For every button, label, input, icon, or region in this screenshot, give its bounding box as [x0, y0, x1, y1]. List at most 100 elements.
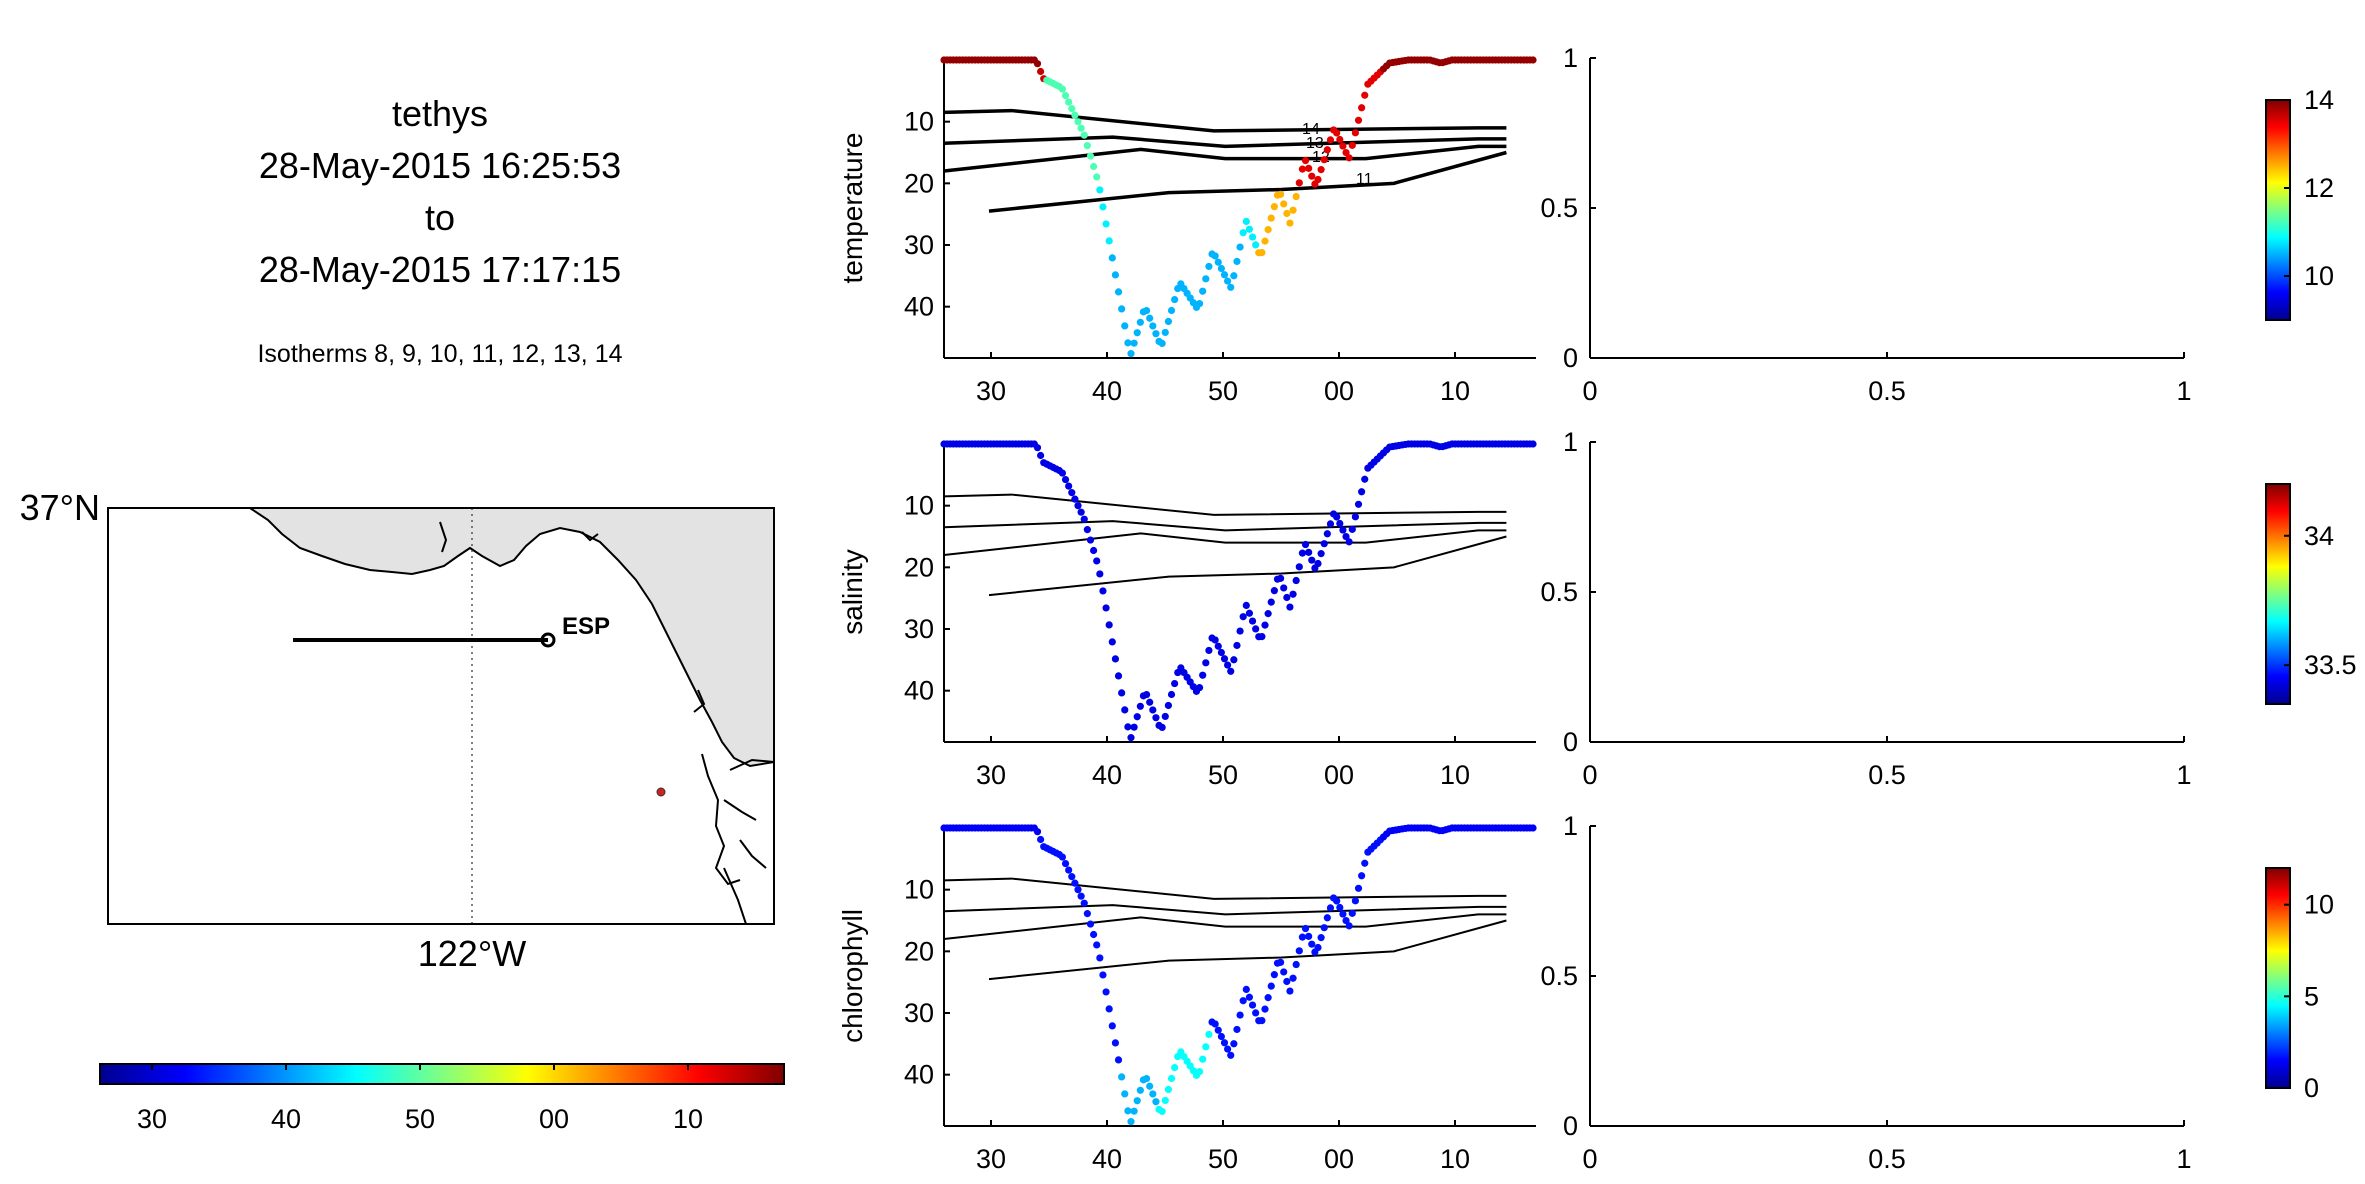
data-point: [1142, 690, 1151, 699]
map-coastline: [729, 758, 774, 771]
data-point: [1149, 1090, 1157, 1098]
side-x-tick-label: 0: [1582, 376, 1597, 406]
map-panel: ESP 37°N 122°W: [20, 487, 775, 974]
y-tick-label: 20: [904, 936, 934, 966]
data-point: [1529, 440, 1537, 448]
data-point: [1245, 225, 1254, 233]
data-point: [1127, 734, 1135, 742]
data-point: [1096, 186, 1104, 194]
y-tick-label: 20: [904, 552, 934, 582]
data-point: [1080, 131, 1088, 139]
data-point: [1217, 648, 1225, 657]
data-point: [1270, 203, 1278, 211]
data-point: [1295, 563, 1303, 571]
data-point: [1236, 627, 1244, 635]
data-point: [1033, 444, 1042, 452]
data-point: [1058, 853, 1067, 861]
side-axes: 0 0.5 1 0 0.5 1: [1540, 43, 2191, 406]
data-point: [1124, 723, 1132, 731]
data-point: [1171, 1063, 1179, 1072]
data-point: [1298, 549, 1307, 557]
data-point: [1220, 1039, 1229, 1047]
data-point: [1317, 934, 1325, 942]
data-point: [1089, 546, 1098, 555]
map-frame: [107, 507, 775, 925]
data-point: [1358, 104, 1366, 112]
x-tick-label: 10: [1440, 1144, 1470, 1174]
x-tick-label: 40: [1092, 1144, 1122, 1174]
map-land: [248, 508, 774, 768]
data-point: [1295, 947, 1303, 955]
data-point: [1261, 1005, 1269, 1013]
data-point: [1276, 958, 1285, 966]
data-point: [1333, 513, 1341, 521]
data-point: [1130, 339, 1138, 347]
data-point: [1308, 556, 1316, 564]
data-point: [1345, 154, 1353, 162]
end-time: 28-May-2015 17:17:15: [258, 249, 622, 290]
data-point: [1105, 1005, 1113, 1013]
data-point: [1130, 1107, 1138, 1115]
data-point: [1127, 350, 1135, 358]
x-tick-label: 40: [1092, 376, 1122, 406]
data-point: [1348, 141, 1356, 149]
time-colorbar-tick-label: 10: [673, 1104, 703, 1134]
data-point: [1339, 142, 1347, 150]
data-point: [1096, 954, 1104, 962]
data-point: [1323, 530, 1331, 538]
side-y-tick-label: 0.5: [1540, 961, 1578, 991]
data-point: [1102, 988, 1110, 996]
data-point: [1142, 306, 1151, 315]
data-point: [1077, 508, 1085, 516]
data-point: [1211, 636, 1219, 644]
map-river: [693, 689, 706, 713]
y-axis-label: chlorophyll: [837, 909, 868, 1043]
data-point: [1280, 584, 1288, 592]
data-point: [1336, 903, 1344, 912]
side-y-tick-label: 0.5: [1540, 193, 1578, 223]
isotherm-line: [943, 520, 1507, 532]
data-point: [1214, 1026, 1222, 1034]
data-point: [1133, 1097, 1141, 1105]
data-point: [1068, 105, 1076, 113]
data-point: [1080, 515, 1088, 523]
data-point: [1167, 1074, 1176, 1083]
data-point: [1354, 884, 1363, 892]
side-y-tick-label: 1: [1563, 811, 1578, 841]
data-point: [1037, 451, 1045, 460]
isotherm-label: 13: [1306, 135, 1324, 152]
data-point: [1195, 1068, 1204, 1076]
data-point: [1083, 526, 1091, 534]
data-point: [1127, 1118, 1135, 1126]
data-point: [1292, 576, 1300, 585]
data-point: [1202, 275, 1210, 283]
data-point: [1267, 214, 1275, 222]
data-point: [1224, 661, 1232, 669]
data-point: [1118, 1073, 1126, 1081]
side-x-tick-label: 1: [2176, 376, 2191, 406]
data-point: [1077, 892, 1085, 900]
data-point: [1358, 872, 1366, 880]
data-point: [1267, 982, 1275, 990]
data-point: [1037, 67, 1045, 76]
data-point: [1298, 933, 1307, 941]
data-point: [1361, 475, 1369, 483]
data-point: [1264, 226, 1272, 234]
data-point: [1149, 706, 1157, 714]
data-point: [1118, 305, 1126, 313]
colorbar-salinity: 33.5 34: [2265, 483, 2357, 705]
data-point: [1105, 237, 1113, 245]
colorbar-gradient: [2265, 99, 2291, 321]
data-point: [1171, 295, 1179, 304]
data-point: [1089, 930, 1098, 939]
to-word: to: [424, 197, 456, 238]
data-point: [1230, 656, 1238, 664]
data-point: [1320, 540, 1328, 548]
data-point: [1295, 179, 1303, 187]
data-point: [1118, 689, 1126, 697]
data-point: [1086, 536, 1095, 544]
isotherm-line: [988, 535, 1507, 597]
data-point: [1037, 835, 1045, 844]
data-point: [1308, 172, 1316, 180]
